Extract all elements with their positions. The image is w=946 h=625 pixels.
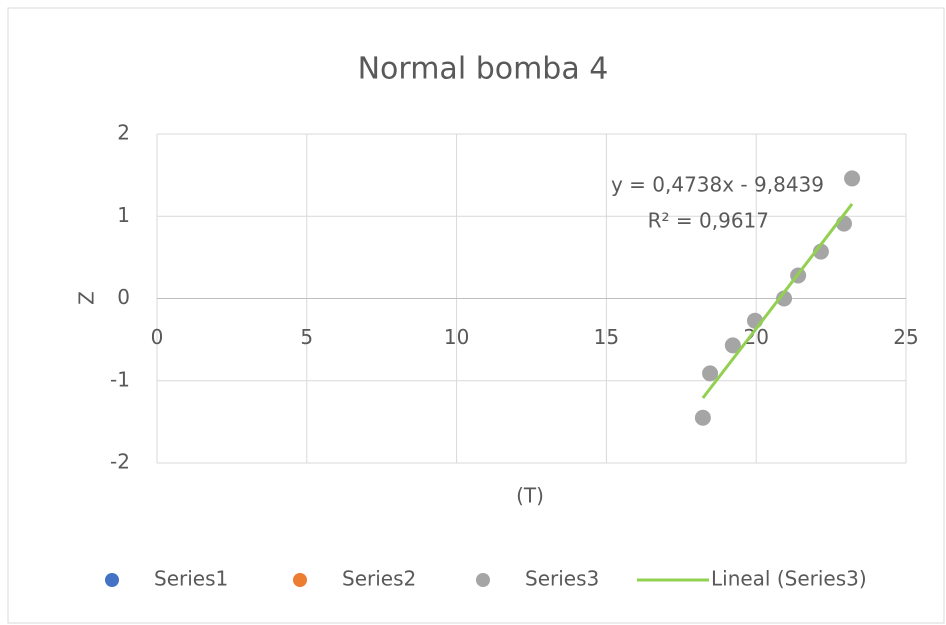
point bbox=[702, 365, 719, 382]
annotation: R² = 0,9617 bbox=[648, 209, 769, 233]
legend-label: Lineal (Series3) bbox=[711, 567, 867, 591]
legend-label: Series2 bbox=[342, 567, 416, 591]
x-tick-label: 15 bbox=[594, 325, 619, 349]
point bbox=[776, 290, 793, 307]
chart-title: Normal bomba 4 bbox=[358, 52, 609, 87]
y-axis-label: Z bbox=[75, 291, 99, 305]
chart-border bbox=[7, 7, 945, 624]
y-tick-label: 1 bbox=[117, 203, 130, 227]
legend-marker bbox=[105, 573, 119, 587]
legend-marker bbox=[476, 573, 490, 587]
legend-label: Series3 bbox=[525, 567, 599, 591]
y-tick-label: -1 bbox=[110, 367, 130, 391]
y-tick-label: 0 bbox=[117, 285, 130, 309]
x-tick-label: 0 bbox=[151, 325, 164, 349]
y-tick-label: 2 bbox=[117, 121, 130, 145]
x-tick-label: 10 bbox=[444, 325, 469, 349]
point bbox=[724, 337, 741, 354]
y-tick-label: -2 bbox=[110, 450, 130, 474]
trendline bbox=[701, 202, 854, 399]
legend-marker bbox=[293, 573, 307, 587]
annotation: y = 0,4738x - 9,8439 bbox=[611, 173, 824, 197]
point bbox=[844, 170, 861, 187]
x-tick-label: 5 bbox=[300, 325, 313, 349]
point bbox=[694, 409, 711, 426]
legend-label: Series1 bbox=[154, 567, 228, 591]
x-tick-label: 25 bbox=[893, 325, 918, 349]
x-axis-label: (T) bbox=[516, 484, 544, 508]
